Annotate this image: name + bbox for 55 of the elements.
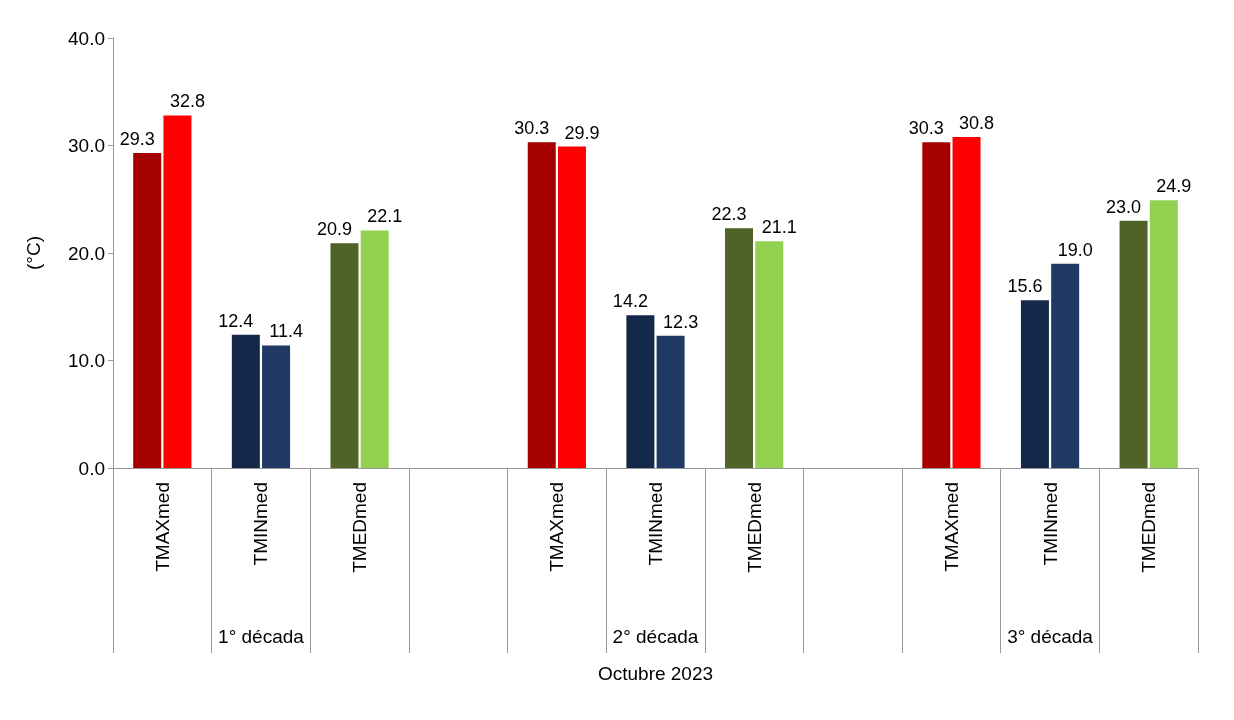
text: 2° década	[612, 625, 699, 647]
bar	[952, 136, 981, 468]
data-label: 15.6	[1007, 276, 1043, 297]
y-tick-label: 40.0	[68, 27, 105, 49]
data-label: 12.3	[663, 311, 699, 332]
bar	[360, 230, 389, 468]
x-tick-label: TMEDmed	[743, 482, 765, 573]
data-label: 24.9	[1156, 176, 1192, 197]
bar	[1119, 220, 1148, 468]
data-label: 22.3	[711, 204, 747, 225]
bar	[330, 243, 359, 468]
x-tick-label: TMAXmed	[151, 482, 173, 572]
data-label: 21.1	[761, 217, 797, 238]
y-tick-label: 10.0	[68, 350, 105, 371]
bar	[755, 241, 784, 468]
x-tick-label: TMAXmed	[940, 482, 962, 572]
data-label: 22.1	[367, 206, 403, 227]
x-tick-label: TMINmed	[250, 482, 272, 566]
data-label: 30.3	[514, 118, 550, 139]
data-label: 20.9	[316, 219, 352, 240]
y-tick-label: 0.0	[78, 457, 105, 479]
data-label: 32.8	[169, 91, 205, 112]
bar	[557, 146, 586, 468]
bar	[262, 345, 291, 468]
bar	[922, 142, 951, 468]
bar	[1051, 263, 1080, 468]
data-label: 11.4	[269, 321, 303, 342]
data-label: 23.0	[1106, 196, 1142, 217]
data-label: 19.0	[1057, 239, 1093, 260]
data-label: 30.3	[908, 118, 944, 139]
x-tick-label: TMAXmed	[546, 482, 568, 572]
data-label: 29.9	[564, 122, 600, 143]
bar	[231, 334, 260, 468]
data-label: 14.2	[612, 291, 648, 312]
x-tick-label: TMINmed	[1039, 482, 1061, 566]
bar	[626, 315, 655, 468]
text: 3° década	[1007, 625, 1094, 647]
data-label: 30.8	[959, 112, 995, 133]
bar	[1149, 200, 1178, 468]
x-tick-label: TMEDmed	[349, 482, 371, 573]
bar	[656, 335, 685, 468]
data-label: 12.4	[218, 310, 254, 331]
data-label: 29.3	[119, 129, 155, 150]
bar	[133, 153, 162, 468]
x-tick-label: TMEDmed	[1138, 482, 1160, 573]
y-tick-label: 20.0	[68, 242, 105, 264]
text: 1° década	[218, 625, 305, 647]
bar	[163, 115, 192, 468]
y-tick-label: 30.0	[68, 135, 105, 156]
bar	[725, 228, 754, 468]
x-tick-label: TMINmed	[645, 482, 666, 566]
x-axis-title: Octubre 2023	[597, 663, 714, 684]
y-axis-title: (°C)	[23, 236, 44, 270]
bar	[1020, 300, 1049, 468]
bar	[527, 142, 556, 468]
